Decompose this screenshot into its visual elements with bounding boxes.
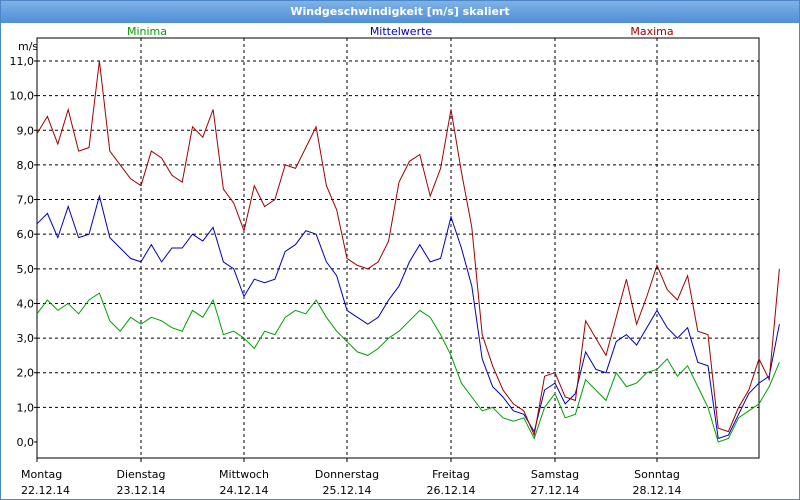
series-line-minima [36,292,780,443]
y-axis-ticks: 0,0 1,0 2,0 3,0 4,0 5,0 6,0 7,0 8,0 9,0 10,0 11,0 [10,55,37,449]
y-tick-label: 2,0 [17,367,35,380]
y-tick-label: 5,0 [17,263,35,276]
y-tick-label: 1,0 [17,401,35,414]
y-tick-label: 4,0 [17,297,35,310]
y-tick-label: 8,0 [17,159,35,172]
x-tick-date: 24.12.14 [220,484,269,497]
y-tick-label: 0,0 [17,436,35,449]
legend-maxima: Maxima [630,25,673,38]
series-line-mittelwerte [36,194,780,440]
y-tick-label: 7,0 [17,194,35,207]
legend-mittelwerte: Mittelwerte [370,25,433,38]
window-title: Windgeschwindigkeit [m/s] skaliert [1,1,799,23]
x-tick-day: Freitag [432,468,470,481]
grid-lines [37,38,759,458]
y-tick-label: 6,0 [17,228,35,241]
plot-frame [36,37,760,459]
x-tick-date: 28.12.14 [633,484,682,497]
y-tick-label: 3,0 [17,332,35,345]
y-tick-label: 10,0 [10,90,35,103]
y-axis-unit: m/s [18,40,38,53]
x-tick-day: Montag [21,468,62,481]
x-tick-day: Samstag [531,468,579,481]
x-tick-date: 26.12.14 [427,484,476,497]
series-line-maxima [36,60,780,437]
series-lines [36,60,780,443]
legend-minima: Minima [127,25,167,38]
y-tick-label: 9,0 [17,124,35,137]
x-tick-date: 22.12.14 [21,484,70,497]
x-tick-date: 25.12.14 [323,484,372,497]
x-axis-ticks: Montag 22.12.14 Dienstag 23.12.14 Mittwoch 24… [21,458,681,497]
x-tick-day: Donnerstag [315,468,379,481]
x-tick-date: 23.12.14 [117,484,166,497]
x-tick-date: 27.12.14 [531,484,580,497]
x-tick-day: Mittwoch [219,468,269,481]
x-tick-day: Dienstag [116,468,165,481]
y-tick-label: 11,0 [10,55,35,68]
x-tick-day: Sonntag [634,468,680,481]
